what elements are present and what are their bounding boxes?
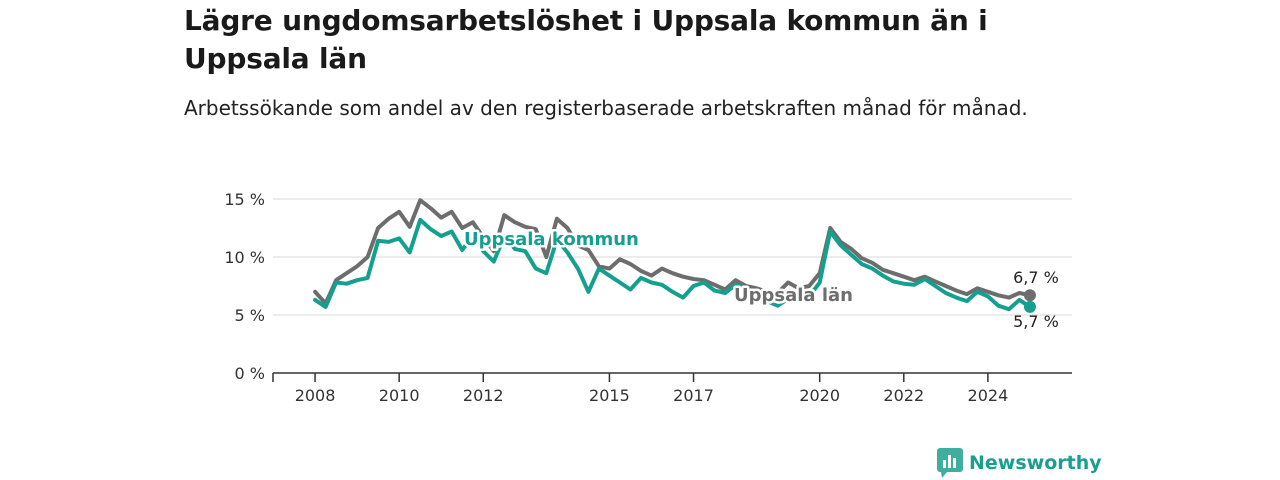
series-line-uppsala-lan <box>313 198 1032 306</box>
x-tick-label: 2008 <box>295 386 336 405</box>
brand-name: Newsworthy <box>969 452 1102 474</box>
x-tick-label: 2022 <box>883 386 924 405</box>
x-tick-label: 2024 <box>968 386 1009 405</box>
chart-title: Lägre ungdomsarbetslöshet i Uppsala komm… <box>184 4 988 75</box>
series-label-uppsala-kommun: Uppsala kommun <box>464 229 639 250</box>
series-label-uppsala-lan: Uppsala län <box>734 285 853 306</box>
y-tick-label: 10 % <box>224 248 265 267</box>
y-tick-label: 5 % <box>235 306 265 325</box>
y-tick-label: 0 % <box>235 364 265 383</box>
series-end-point-uppsala-kommun <box>1023 300 1036 313</box>
x-tick-label: 2017 <box>673 386 714 405</box>
series-end-point-uppsala-lan <box>1023 289 1036 302</box>
newsworthy-logo-icon <box>937 448 963 478</box>
y-tick-label: 15 % <box>224 190 265 209</box>
x-tick-label: 2020 <box>799 386 840 405</box>
x-tick-label: 2010 <box>379 386 420 405</box>
end-label-uppsala-lan: 6,7 % <box>1013 268 1059 287</box>
newsworthy-brand: Newsworthy <box>937 448 1102 478</box>
x-tick-label: 2012 <box>463 386 504 405</box>
end-label-uppsala-kommun: 5,7 % <box>1013 312 1059 331</box>
chart-subtitle: Arbetssökande som andel av den registerb… <box>184 96 1028 120</box>
x-tick-label: 2015 <box>589 386 630 405</box>
series-line-uppsala-kommun <box>313 217 1032 312</box>
